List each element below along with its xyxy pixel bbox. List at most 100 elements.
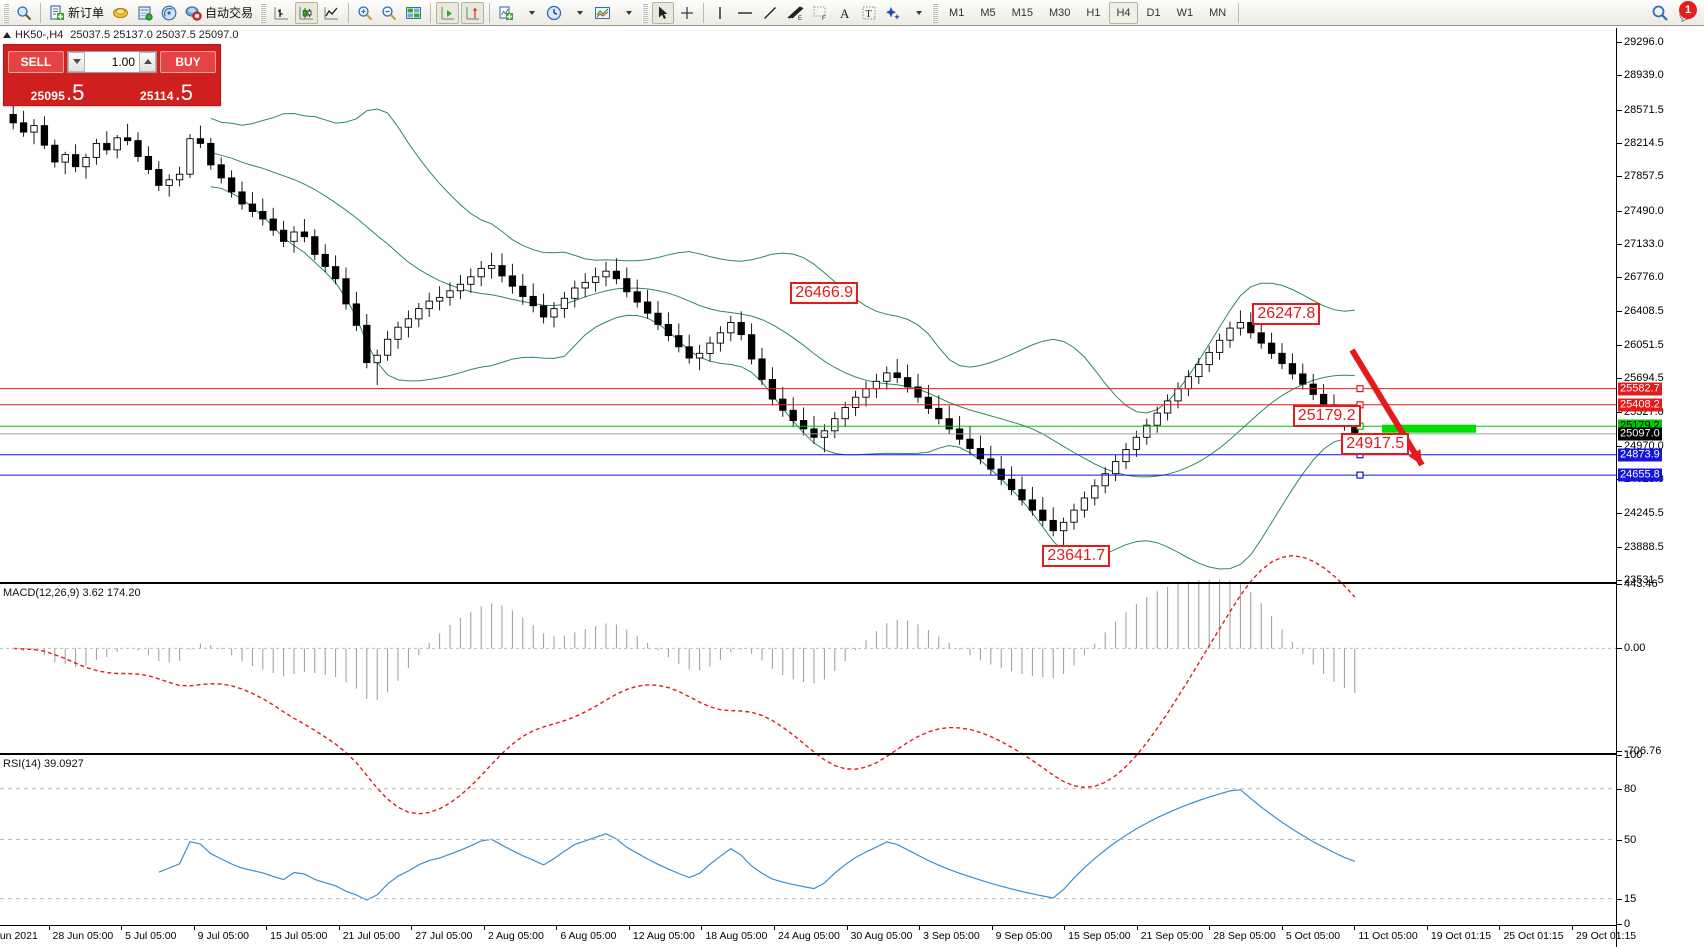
text-tool-icon[interactable]: A <box>834 2 856 24</box>
rsi-tick <box>1617 898 1622 900</box>
chart-container[interactable]: HK50-,H4 25037.5 25137.0 25037.5 25097.0… <box>0 27 1704 947</box>
price-tick-label: 26408.5 <box>1624 305 1664 318</box>
cursor-icon[interactable] <box>652 1 675 24</box>
price-tick <box>1617 445 1622 447</box>
price-down-arrow[interactable] <box>1349 348 1425 467</box>
time-axis-label: 3 Sep 05:00 <box>923 930 980 942</box>
chart-price-annotation[interactable]: 26466.9 <box>790 281 859 304</box>
crosshair-icon[interactable] <box>676 2 698 24</box>
price-level-badge-last-price[interactable]: 25097.0 <box>1618 427 1662 441</box>
history-icon[interactable] <box>109 2 132 24</box>
search-icon[interactable] <box>1648 2 1672 24</box>
templates-dropdown-arrow[interactable] <box>616 2 638 24</box>
time-axis-label: 27 Jul 05:00 <box>415 930 473 942</box>
data-window-icon[interactable] <box>402 2 425 24</box>
bollinger-middle-band <box>210 152 1355 478</box>
indicators-dropdown-arrow[interactable] <box>519 2 541 24</box>
price-divider <box>111 75 113 105</box>
horizontal-line-icon[interactable] <box>733 2 757 24</box>
volume-decrement-button[interactable] <box>68 51 85 72</box>
chart-price-annotation[interactable]: 23641.7 <box>1042 544 1111 567</box>
terminal-icon[interactable] <box>134 2 156 24</box>
zoom-out-icon[interactable] <box>378 2 400 24</box>
auto-trading-button[interactable]: 自动交易 <box>182 2 256 24</box>
arrows-icon[interactable] <box>882 2 904 24</box>
time-axis-label: 28 Sep 05:00 <box>1213 930 1276 942</box>
support-zone-highlight[interactable] <box>1382 424 1476 433</box>
timeframe-h4[interactable]: H4 <box>1109 1 1138 24</box>
price-level-badge-support-line[interactable]: 24873.9 <box>1618 448 1662 462</box>
price-tick <box>1617 243 1622 245</box>
zoom-in-icon[interactable] <box>354 2 376 24</box>
bar-chart-icon[interactable] <box>270 2 293 24</box>
text-label-icon[interactable]: T <box>858 2 880 24</box>
volume-increment-button[interactable] <box>139 51 156 72</box>
arrows-dropdown-arrow[interactable] <box>906 2 928 24</box>
timeframe-d1[interactable]: D1 <box>1146 6 1161 19</box>
notification-badge: 1 <box>1679 0 1697 19</box>
price-tick-label: 23888.5 <box>1624 540 1664 553</box>
trendline-icon[interactable] <box>759 2 781 24</box>
chart-price-annotation[interactable]: 26247.8 <box>1252 303 1321 326</box>
timeframe-w1[interactable]: W1 <box>1176 6 1194 19</box>
new-order-button[interactable]: 新订单 <box>46 2 107 24</box>
price-level-badge-resistance-line[interactable]: 25582.7 <box>1618 382 1662 396</box>
chart-shift-icon[interactable] <box>461 1 485 24</box>
timeframe-m30[interactable]: M30 <box>1049 6 1071 19</box>
price-axis[interactable]: 29296.0 28939.0 28571.5 28214.5 27857.5 27490… <box>1616 28 1704 947</box>
toolbar-grip-2[interactable] <box>260 2 267 23</box>
rsi-tick-label: 50 <box>1624 833 1637 846</box>
time-axis-label: 11 Oct 05:00 <box>1358 930 1418 942</box>
time-tick <box>991 926 993 930</box>
time-axis[interactable]: 12 Jun 2021 28 Jun 05:00 5 Jul 05:00 9 Jul … <box>0 925 1636 947</box>
price-level-handle[interactable] <box>1356 385 1364 393</box>
chart-price-annotation[interactable]: 24917.5 <box>1341 432 1410 455</box>
shapes-icon[interactable]: F <box>809 2 832 24</box>
timeframe-m1[interactable]: M1 <box>949 6 965 19</box>
buy-price[interactable]: 25114 .5 <box>113 75 220 105</box>
price-level-badge-resistance-line[interactable]: 25408.2 <box>1618 398 1662 412</box>
toolbar-grip-4[interactable] <box>932 2 939 23</box>
notifications-icon[interactable]: 1 <box>1674 0 1698 24</box>
time-tick <box>1572 926 1573 930</box>
candlestick-chart-icon[interactable] <box>295 1 319 24</box>
vertical-line-icon[interactable] <box>709 2 731 24</box>
price-level-handle[interactable] <box>1356 471 1364 479</box>
toolbar-grip[interactable] <box>3 2 9 23</box>
macd-tick-label: 0.00 <box>1624 642 1646 655</box>
time-tick <box>846 926 848 930</box>
signals-icon[interactable] <box>158 2 180 24</box>
macd-tick <box>1617 751 1622 752</box>
volume-stepper[interactable]: 1.00 <box>67 50 157 73</box>
timeframe-m5[interactable]: M5 <box>980 6 996 19</box>
price-level-badge-support-line[interactable]: 24655.8 <box>1618 468 1662 482</box>
time-tick <box>774 926 775 930</box>
price-tick <box>1617 580 1622 581</box>
volume-value[interactable]: 1.00 <box>111 54 135 69</box>
line-chart-icon[interactable] <box>320 2 343 24</box>
macd-tick <box>1617 648 1622 650</box>
chart-collapse-icon[interactable] <box>3 32 11 38</box>
sell-price[interactable]: 25095 .5 <box>4 75 111 105</box>
auto-trading-label: 自动交易 <box>205 6 254 20</box>
timeframe-mn[interactable]: MN <box>1209 6 1227 19</box>
sell-button[interactable]: SELL <box>8 50 64 73</box>
period-dropdown-arrow[interactable] <box>567 2 589 24</box>
indicators-icon[interactable] <box>495 2 517 24</box>
price-tick-label: 27490.0 <box>1624 204 1664 217</box>
timeframe-h1[interactable]: H1 <box>1086 6 1101 19</box>
buy-button[interactable]: BUY <box>160 50 216 73</box>
templates-icon[interactable] <box>591 2 614 24</box>
timeframe-m15[interactable]: M15 <box>1011 6 1033 19</box>
one-click-trading-panel[interactable]: SELL 1.00 BUY 25095 .5 25114 .5 <box>3 44 221 106</box>
auto-scroll-icon[interactable] <box>436 1 460 24</box>
chart-price-annotation[interactable]: 25179.2 <box>1292 404 1361 427</box>
time-tick <box>1426 926 1428 930</box>
toolbar-grip-3[interactable] <box>642 2 649 23</box>
fibonacci-icon[interactable]: E <box>783 2 807 24</box>
show-all-icon[interactable] <box>13 2 35 24</box>
period-clock-icon[interactable] <box>543 2 565 24</box>
macd-rsi-separator <box>0 753 1616 755</box>
price-tick-label: 26776.0 <box>1624 271 1664 284</box>
price-tick <box>1617 42 1622 43</box>
